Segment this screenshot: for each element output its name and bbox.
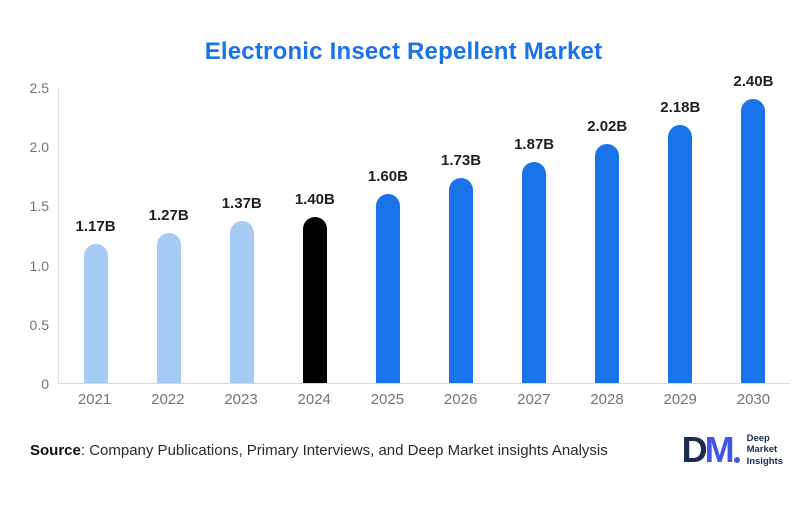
logo-letter-m: M xyxy=(704,429,735,470)
bar-group-2029: 2.18B xyxy=(644,88,717,383)
dm-logo: D M Deep Market Insights xyxy=(682,432,783,468)
y-tick-label: 2.0 xyxy=(29,139,49,156)
y-tick-label: 1.0 xyxy=(29,257,49,274)
x-axis-label-2023: 2023 xyxy=(224,391,258,408)
bar-2029 xyxy=(668,124,693,383)
logo-mark: D M xyxy=(682,432,740,468)
bar-group-2024: 1.40B xyxy=(278,88,351,383)
bar-value-label: 2.40B xyxy=(733,72,774,90)
y-axis-labels: 2.5 2.0 1.5 1.0 0.5 0 xyxy=(12,80,58,392)
x-axis-label-2029: 2029 xyxy=(663,391,697,408)
logo-text-line: Deep xyxy=(746,432,770,444)
x-axis-label-2025: 2025 xyxy=(370,391,405,408)
bar-value-label: 2.02B xyxy=(587,117,628,135)
source-text: Source: Company Publications, Primary In… xyxy=(30,432,608,459)
bar-2025 xyxy=(375,193,400,383)
bar-group-2021: 1.17B xyxy=(59,88,132,383)
y-tick-label: 2.5 xyxy=(29,80,49,96)
bar-2023 xyxy=(229,220,254,383)
bar-value-label: 1.87B xyxy=(514,135,555,153)
bar-value-label: 2.18B xyxy=(660,98,701,116)
x-axis-labels: 2021 2022 2023 2024 2025 2026 2027 2028 2029 2030 xyxy=(58,391,790,408)
footer: Source: Company Publications, Primary In… xyxy=(30,432,783,468)
logo-dot-icon xyxy=(733,457,740,463)
plot-area: 1.17B 1.27B 1.37B 1.40B 1.60B 1.73B 1.87B 2.02B… xyxy=(58,73,790,384)
logo-text-line: Insights xyxy=(746,455,783,467)
x-axis-label-2024: 2024 xyxy=(297,391,331,408)
y-tick-label: 0.5 xyxy=(29,316,49,333)
source-label: Source xyxy=(30,442,81,459)
bar-2027 xyxy=(522,161,547,383)
logo-text: Deep Market Insights xyxy=(747,433,783,467)
bar-group-2026: 1.73B xyxy=(424,88,497,383)
bar-value-label: 1.27B xyxy=(148,206,189,224)
bar-value-label: 1.37B xyxy=(221,194,262,212)
x-axis-label-2021: 2021 xyxy=(77,391,112,408)
bar-group-2030: 2.40B xyxy=(717,73,790,383)
source-rest: : Company Publications, Primary Intervie… xyxy=(80,442,608,459)
bar-value-label: 1.40B xyxy=(294,191,335,209)
bar-group-2025: 1.60B xyxy=(351,88,424,383)
bar-group-2022: 1.27B xyxy=(132,88,205,383)
bar-2024 xyxy=(302,217,327,383)
logo-letter-d: D xyxy=(681,429,708,470)
y-tick-label: 0 xyxy=(41,376,49,392)
bar-2028 xyxy=(595,143,620,383)
bar-value-label: 1.73B xyxy=(441,152,482,170)
y-tick-label: 1.5 xyxy=(29,198,49,215)
x-axis-label-2028: 2028 xyxy=(590,391,624,408)
x-axis-label-2022: 2022 xyxy=(151,391,185,408)
x-axis-label-2027: 2027 xyxy=(517,391,551,408)
bar-value-label: 1.60B xyxy=(367,167,408,185)
page-title: Electronic Insect Repellent Market xyxy=(204,38,603,65)
bar-group-2027: 1.87B xyxy=(498,88,571,383)
logo-text-line: Market xyxy=(746,444,778,456)
bar-2026 xyxy=(449,178,474,383)
bar-2030 xyxy=(741,98,766,383)
bar-2021 xyxy=(83,244,108,383)
x-axis-label-2026: 2026 xyxy=(443,391,478,408)
bar-group-2028: 2.02B xyxy=(571,88,644,383)
chart: 2.5 2.0 1.5 1.0 0.5 0 1.17B 1.27B 1.37B 1.40B 1.6… xyxy=(12,73,790,392)
bar-2022 xyxy=(156,232,181,383)
x-axis-label-2030: 2030 xyxy=(736,391,771,408)
bar-group-2023: 1.37B xyxy=(205,88,278,383)
bar-value-label: 1.17B xyxy=(75,218,116,236)
